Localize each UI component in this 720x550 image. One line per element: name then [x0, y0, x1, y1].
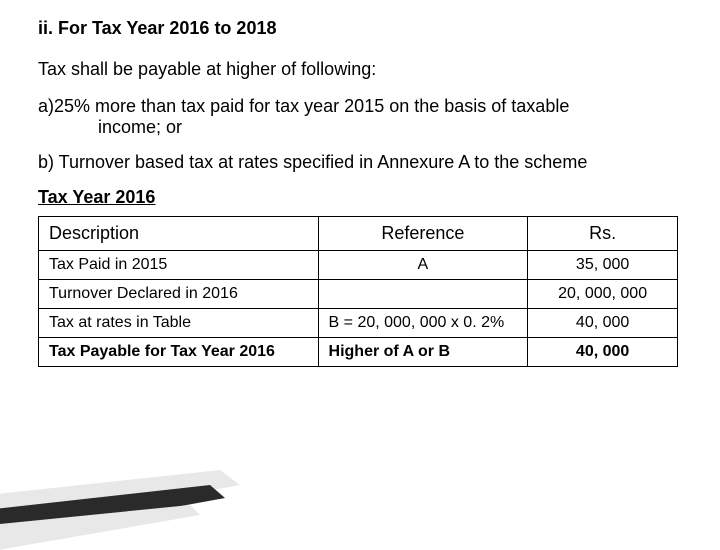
- th-description: Description: [39, 217, 319, 251]
- cell-rs: 20, 000, 000: [528, 280, 678, 309]
- cell-reference: [318, 280, 528, 309]
- th-reference: Reference: [318, 217, 528, 251]
- list-marker-a: a): [38, 96, 54, 117]
- list-a-line1: 25% more than tax paid for tax year 2015…: [54, 96, 569, 116]
- table-subhead: Tax Year 2016: [38, 187, 682, 208]
- th-rs: Rs.: [528, 217, 678, 251]
- cell-description: Turnover Declared in 2016: [39, 280, 319, 309]
- table-row: Tax at rates in TableB = 20, 000, 000 x …: [39, 309, 678, 338]
- intro-text: Tax shall be payable at higher of follow…: [38, 59, 682, 80]
- section-heading: ii. For Tax Year 2016 to 2018: [38, 18, 682, 39]
- table-row: Turnover Declared in 2016 20, 000, 000: [39, 280, 678, 309]
- cell-reference: A: [318, 251, 528, 280]
- table-header-row: Description Reference Rs.: [39, 217, 678, 251]
- table-row: Tax Paid in 2015A35, 000: [39, 251, 678, 280]
- cell-rs: 35, 000: [528, 251, 678, 280]
- list-item-b: b) Turnover based tax at rates specified…: [38, 152, 682, 173]
- cell-reference: Higher of A or B: [318, 338, 528, 367]
- list-a-line2: income; or: [54, 117, 654, 138]
- cell-description: Tax Payable for Tax Year 2016: [39, 338, 319, 367]
- cell-description: Tax Paid in 2015: [39, 251, 319, 280]
- table-row: Tax Payable for Tax Year 2016Higher of A…: [39, 338, 678, 367]
- table-body: Tax Paid in 2015A35, 000Turnover Declare…: [39, 251, 678, 367]
- cell-reference: B = 20, 000, 000 x 0. 2%: [318, 309, 528, 338]
- list-item-a: a) 25% more than tax paid for tax year 2…: [38, 96, 682, 138]
- cell-rs: 40, 000: [528, 338, 678, 367]
- tax-table: Description Reference Rs. Tax Paid in 20…: [38, 216, 678, 367]
- cell-description: Tax at rates in Table: [39, 309, 319, 338]
- decorative-swoosh: [0, 430, 280, 550]
- cell-rs: 40, 000: [528, 309, 678, 338]
